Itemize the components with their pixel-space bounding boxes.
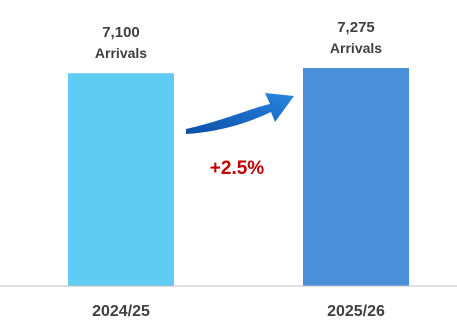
bar-2025-26 [303,68,409,286]
bar-unit-label: Arrivals [330,40,382,56]
labels: Arrivals 7,100 2024/25 Arrivals 7,275 2025/26 [92,19,385,320]
bar-unit-label: Arrivals [95,45,147,61]
bar-2024-25 [68,73,174,286]
bar-value-label: 7,100 [102,24,140,41]
category-label: 2024/25 [92,303,150,320]
change-percentage-label: +2.5% [210,158,265,179]
bar-value-label: 7,275 [337,19,375,36]
growth-arrow-icon [186,93,294,134]
bars [68,68,409,286]
category-label: 2025/26 [327,303,385,320]
